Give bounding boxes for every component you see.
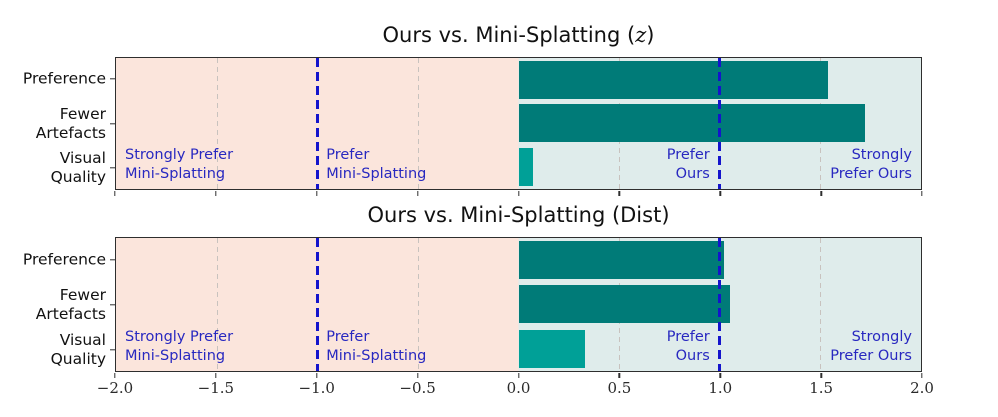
region-label-prefer-ours: Prefer Ours xyxy=(666,328,710,364)
x-tick xyxy=(114,373,116,378)
chart-top-title-close: ) xyxy=(646,23,655,47)
x-tick xyxy=(517,373,520,378)
gridline xyxy=(216,238,218,371)
y-tick xyxy=(110,167,115,169)
x-tick xyxy=(921,191,923,196)
gridline xyxy=(820,238,822,371)
x-tick-label: 0.5 xyxy=(607,379,632,397)
x-tick xyxy=(517,191,520,196)
bar-visual-quality xyxy=(518,329,585,368)
ylabel-visual-quality: Visual Quality xyxy=(50,331,106,368)
x-tick xyxy=(114,191,116,196)
chart-bottom-title-text: Ours vs. Mini-Splatting (Dist) xyxy=(367,203,670,227)
x-tick-label: 1.0 xyxy=(708,379,733,397)
x-tick xyxy=(316,373,318,378)
region-label-prefer-mini-splatting: Prefer Mini-Splatting xyxy=(326,146,427,182)
ylabel-preference: Preference xyxy=(22,250,106,269)
chart-top-plot: Strongly Prefer Mini-Splatting Prefer Mi… xyxy=(115,57,922,190)
y-tick xyxy=(110,259,115,261)
chart-top-title-math: z xyxy=(635,23,647,47)
bar-fewer-artefacts xyxy=(518,104,865,143)
region-label-prefer-ours: Prefer Ours xyxy=(666,146,710,182)
x-tick xyxy=(618,191,621,196)
x-tick-label: 1.5 xyxy=(809,379,834,397)
bar-row-preference xyxy=(116,58,921,102)
x-tick-label: −2.0 xyxy=(96,379,134,397)
x-tick xyxy=(719,191,721,196)
gridline xyxy=(216,58,218,189)
bar-row-preference xyxy=(116,238,921,282)
x-tick xyxy=(719,373,721,378)
region-label-strongly-prefer-mini-splatting: Strongly Prefer Mini-Splatting xyxy=(125,146,234,182)
region-label-strongly-prefer-mini-splatting: Strongly Prefer Mini-Splatting xyxy=(125,328,234,364)
x-tick-label: 2.0 xyxy=(910,379,934,397)
x-tick-label: −1.5 xyxy=(197,379,235,397)
y-tick xyxy=(110,78,115,80)
bar-row-visual-quality xyxy=(116,145,921,189)
chart-top-title-text: Ours vs. Mini-Splatting ( xyxy=(382,23,636,47)
x-tick xyxy=(316,191,318,196)
y-tick xyxy=(110,123,115,125)
region-label-strongly-prefer-ours: Strongly Prefer Ours xyxy=(830,146,912,182)
bar-row-fewer-artefacts xyxy=(116,102,921,146)
bar-visual-quality xyxy=(518,148,533,187)
x-axis-labels: −2.0 −1.5 −1.0 −0.5 0.0 0.5 1.0 1.5 2.0 xyxy=(97,379,934,399)
x-tick xyxy=(618,373,621,378)
ylabel-fewer-artefacts: Fewer Artefacts xyxy=(35,286,106,323)
x-ticks-top-chart xyxy=(114,191,923,196)
region-label-prefer-mini-splatting: Prefer Mini-Splatting xyxy=(326,328,427,364)
ylabel-fewer-artefacts: Fewer Artefacts xyxy=(35,105,106,142)
reference-line-plus-one xyxy=(718,238,722,371)
reference-line-minus-one xyxy=(315,58,319,189)
x-tick xyxy=(215,373,217,378)
x-tick xyxy=(215,191,217,196)
bar-row-fewer-artefacts xyxy=(116,282,921,326)
bar-fewer-artefacts xyxy=(518,285,730,324)
x-tick xyxy=(921,373,923,378)
chart-bottom-plot: Strongly Prefer Mini-Splatting Prefer Mi… xyxy=(115,237,922,372)
gridline xyxy=(417,58,419,189)
bar-preference xyxy=(518,241,724,280)
chart-bottom-title: Ours vs. Mini-Splatting (Dist) xyxy=(115,203,922,227)
region-label-strongly-prefer-ours: Strongly Prefer Ours xyxy=(830,328,912,364)
reference-line-plus-one xyxy=(718,58,722,189)
x-tick xyxy=(820,191,822,196)
gridline xyxy=(417,238,419,371)
x-tick-label: −0.5 xyxy=(399,379,436,397)
ylabel-visual-quality: Visual Quality xyxy=(50,149,106,186)
bar-row-visual-quality xyxy=(116,327,921,371)
x-tick-label: −1.0 xyxy=(298,379,335,397)
y-tick xyxy=(110,349,115,351)
x-tick-label: 0.0 xyxy=(506,379,531,397)
bar-preference xyxy=(518,60,829,99)
reference-line-minus-one xyxy=(315,238,319,371)
x-tick xyxy=(416,191,419,196)
x-tick xyxy=(416,373,419,378)
x-tick xyxy=(820,373,822,378)
x-ticks-bottom-chart xyxy=(114,373,923,378)
y-tick xyxy=(110,304,115,306)
ylabel-preference: Preference xyxy=(22,69,106,88)
chart-top-title: Ours vs. Mini-Splatting (z) xyxy=(115,23,922,47)
